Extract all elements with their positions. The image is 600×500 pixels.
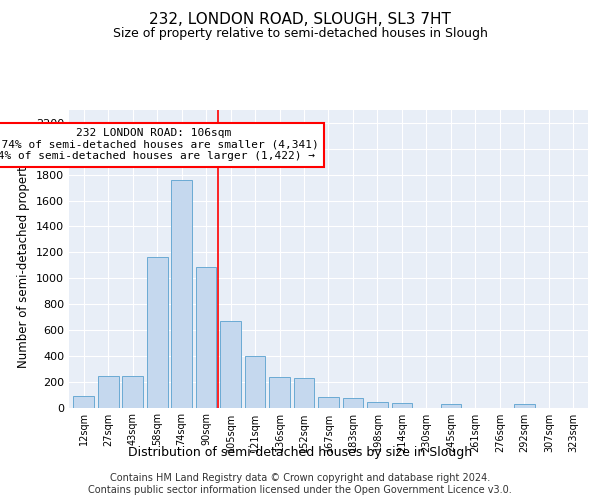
Bar: [318, 396, 339, 407]
Bar: [440, 404, 461, 407]
Bar: [514, 404, 535, 407]
Bar: [98, 376, 119, 408]
Text: 232, LONDON ROAD, SLOUGH, SL3 7HT: 232, LONDON ROAD, SLOUGH, SL3 7HT: [149, 12, 451, 28]
Text: Size of property relative to semi-detached houses in Slough: Size of property relative to semi-detach…: [113, 28, 487, 40]
Bar: [343, 398, 364, 407]
Bar: [245, 356, 265, 408]
Bar: [293, 378, 314, 408]
Bar: [392, 403, 412, 407]
Bar: [269, 377, 290, 408]
Bar: [147, 258, 167, 408]
Y-axis label: Number of semi-detached properties: Number of semi-detached properties: [17, 150, 31, 368]
Bar: [220, 321, 241, 408]
Bar: [171, 180, 192, 408]
Bar: [122, 376, 143, 408]
Bar: [73, 396, 94, 407]
Text: 232 LONDON ROAD: 106sqm
← 74% of semi-detached houses are smaller (4,341)
24% of: 232 LONDON ROAD: 106sqm ← 74% of semi-de…: [0, 128, 319, 162]
Text: Distribution of semi-detached houses by size in Slough: Distribution of semi-detached houses by …: [128, 446, 472, 459]
Text: Contains HM Land Registry data © Crown copyright and database right 2024.
Contai: Contains HM Land Registry data © Crown c…: [88, 474, 512, 495]
Bar: [367, 402, 388, 407]
Bar: [196, 266, 217, 408]
